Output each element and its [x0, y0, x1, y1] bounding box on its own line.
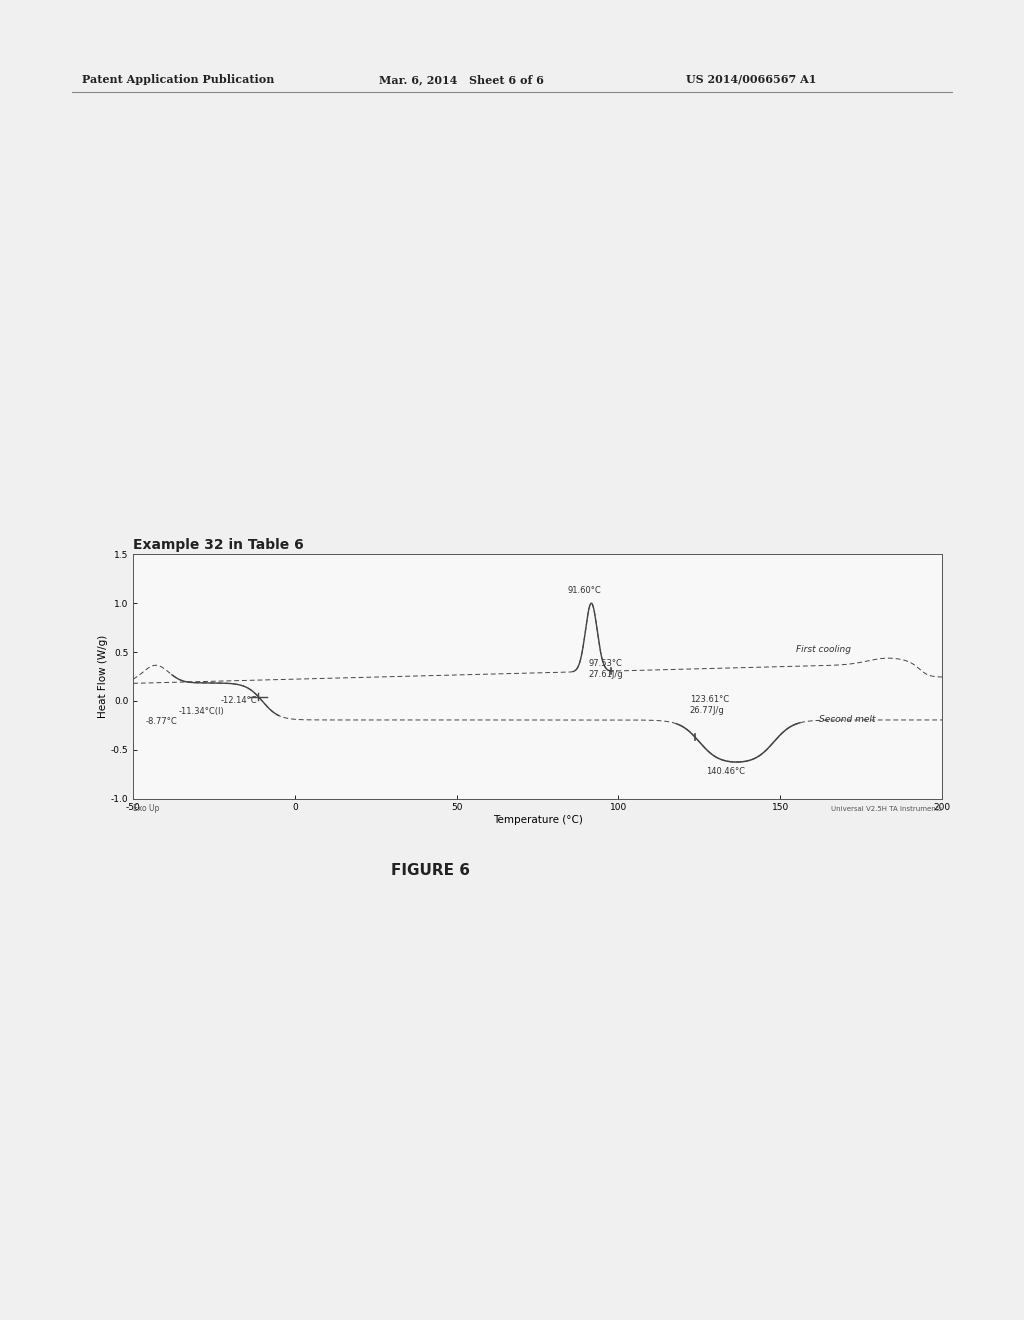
- Y-axis label: Heat Flow (W/g): Heat Flow (W/g): [98, 635, 108, 718]
- Text: 140.46°C: 140.46°C: [706, 767, 744, 776]
- Text: -11.34°C(I): -11.34°C(I): [178, 708, 224, 717]
- Text: 97.53°C
27.61J/g: 97.53°C 27.61J/g: [588, 660, 623, 680]
- Text: First cooling: First cooling: [797, 645, 852, 655]
- Text: -12.14°C: -12.14°C: [220, 697, 257, 705]
- Text: -8.77°C: -8.77°C: [146, 717, 178, 726]
- X-axis label: Temperature (°C): Temperature (°C): [493, 816, 583, 825]
- Text: FIGURE 6: FIGURE 6: [390, 863, 470, 878]
- Text: Example 32 in Table 6: Example 32 in Table 6: [133, 537, 304, 552]
- Text: Mar. 6, 2014   Sheet 6 of 6: Mar. 6, 2014 Sheet 6 of 6: [379, 74, 544, 84]
- Text: US 2014/0066567 A1: US 2014/0066567 A1: [686, 74, 816, 84]
- Text: 91.60°C: 91.60°C: [567, 586, 601, 595]
- Text: Second melt: Second melt: [819, 715, 876, 723]
- Text: 123.61°C
26.77J/g: 123.61°C 26.77J/g: [690, 694, 729, 714]
- Text: Universal V2.5H TA Instruments: Universal V2.5H TA Instruments: [830, 807, 942, 812]
- Text: Exo Up: Exo Up: [133, 804, 160, 813]
- Text: Patent Application Publication: Patent Application Publication: [82, 74, 274, 84]
